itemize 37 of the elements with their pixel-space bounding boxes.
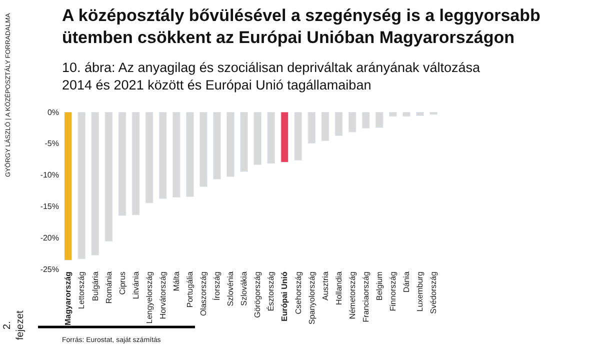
y-tick-label: -25% <box>40 264 59 274</box>
x-tick-label: Szlovákia <box>240 271 249 306</box>
x-tick-label: Ausztria <box>320 271 330 301</box>
x-tick-label: Svédország <box>429 272 438 314</box>
x-tick-label: Finnország <box>388 272 398 312</box>
x-tick-label: Olaszország <box>199 272 208 316</box>
x-tick-label: Németország <box>348 272 357 320</box>
chart-title: A középosztály bővülésével a szegénység is a leggyorsabb ütemben csökkent az Európai Unióban Magyarországon <box>62 6 540 48</box>
x-tick-label: Málta <box>172 271 181 292</box>
text: 2. fejezet <box>2 310 26 340</box>
y-tick-label: -20% <box>40 233 59 242</box>
x-tick-label: Portugália <box>186 271 195 308</box>
x-tick-label: Hollandia <box>334 271 344 305</box>
x-tick-label: Spanyolország <box>307 272 316 325</box>
x-tick-label: Görögország <box>253 272 262 318</box>
x-tick-label: Litvánia <box>131 271 140 300</box>
x-tick-label: Dánia <box>402 271 412 293</box>
chart-subtitle: 10. ábra: Az anyagilag és szociálisan depriváltak arányának változása 2014 és 2021 között és Európai Unió tagállamaiban <box>62 60 480 93</box>
x-tick-label: Lettország <box>77 272 86 309</box>
x-tick-label: Románia <box>104 271 114 304</box>
x-tick-label: Franciaország <box>361 272 370 322</box>
x-tick-label: Lengyelország <box>144 272 154 324</box>
x-tick-label: Horvátország <box>158 272 168 320</box>
x-tick-label: Európai Unió <box>280 271 290 322</box>
x-tick-label: Belgium <box>374 271 384 301</box>
x-tick-label: Szlovénia <box>226 271 236 306</box>
y-tick-label: -5% <box>44 139 59 148</box>
x-tick-label: Luxemburg <box>416 272 425 312</box>
y-tick-label: -15% <box>40 202 59 211</box>
x-tick-label: Magyarország <box>64 271 73 326</box>
x-tick-label: Csehország <box>294 272 303 314</box>
x-tick-label: Ciprus <box>118 272 127 295</box>
x-tick-label: Észtország <box>266 272 276 312</box>
x-tick-label: Bulgária <box>90 271 100 301</box>
y-tick-label: 0% <box>47 108 59 117</box>
y-tick-label: -10% <box>40 170 59 180</box>
x-tick-label: Írország <box>212 272 222 301</box>
